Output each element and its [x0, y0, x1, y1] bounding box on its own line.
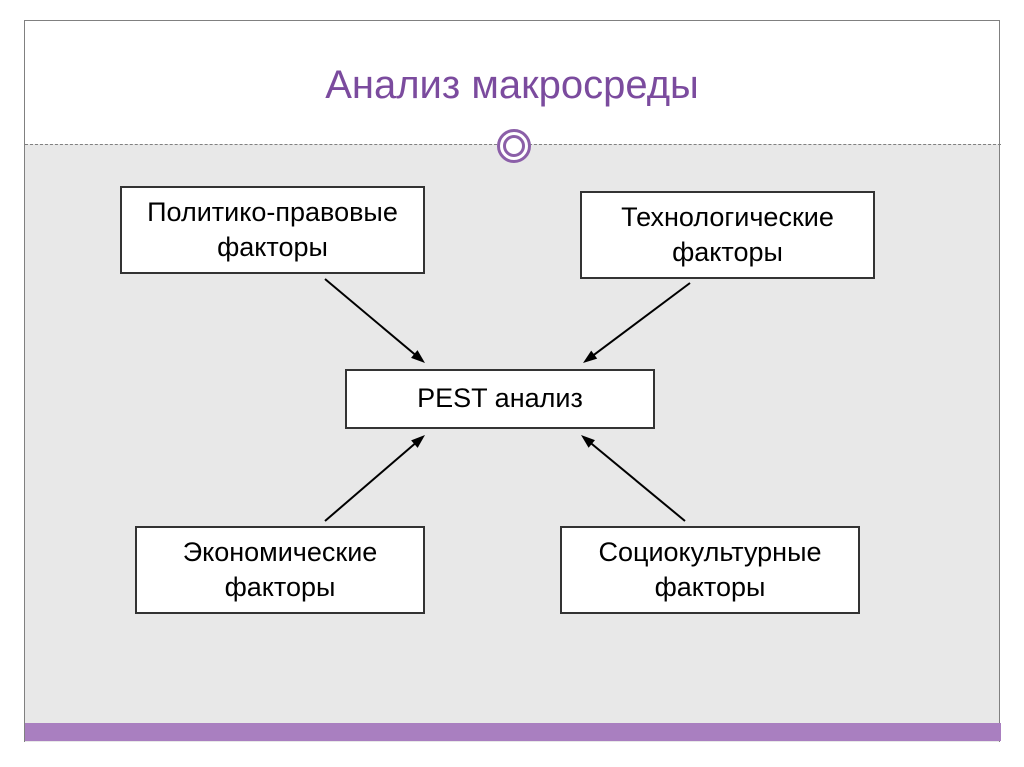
- diagram-arrows-layer: [25, 21, 1001, 741]
- slide-frame: Анализ макросреды Политико-правовыефакто…: [24, 20, 1000, 742]
